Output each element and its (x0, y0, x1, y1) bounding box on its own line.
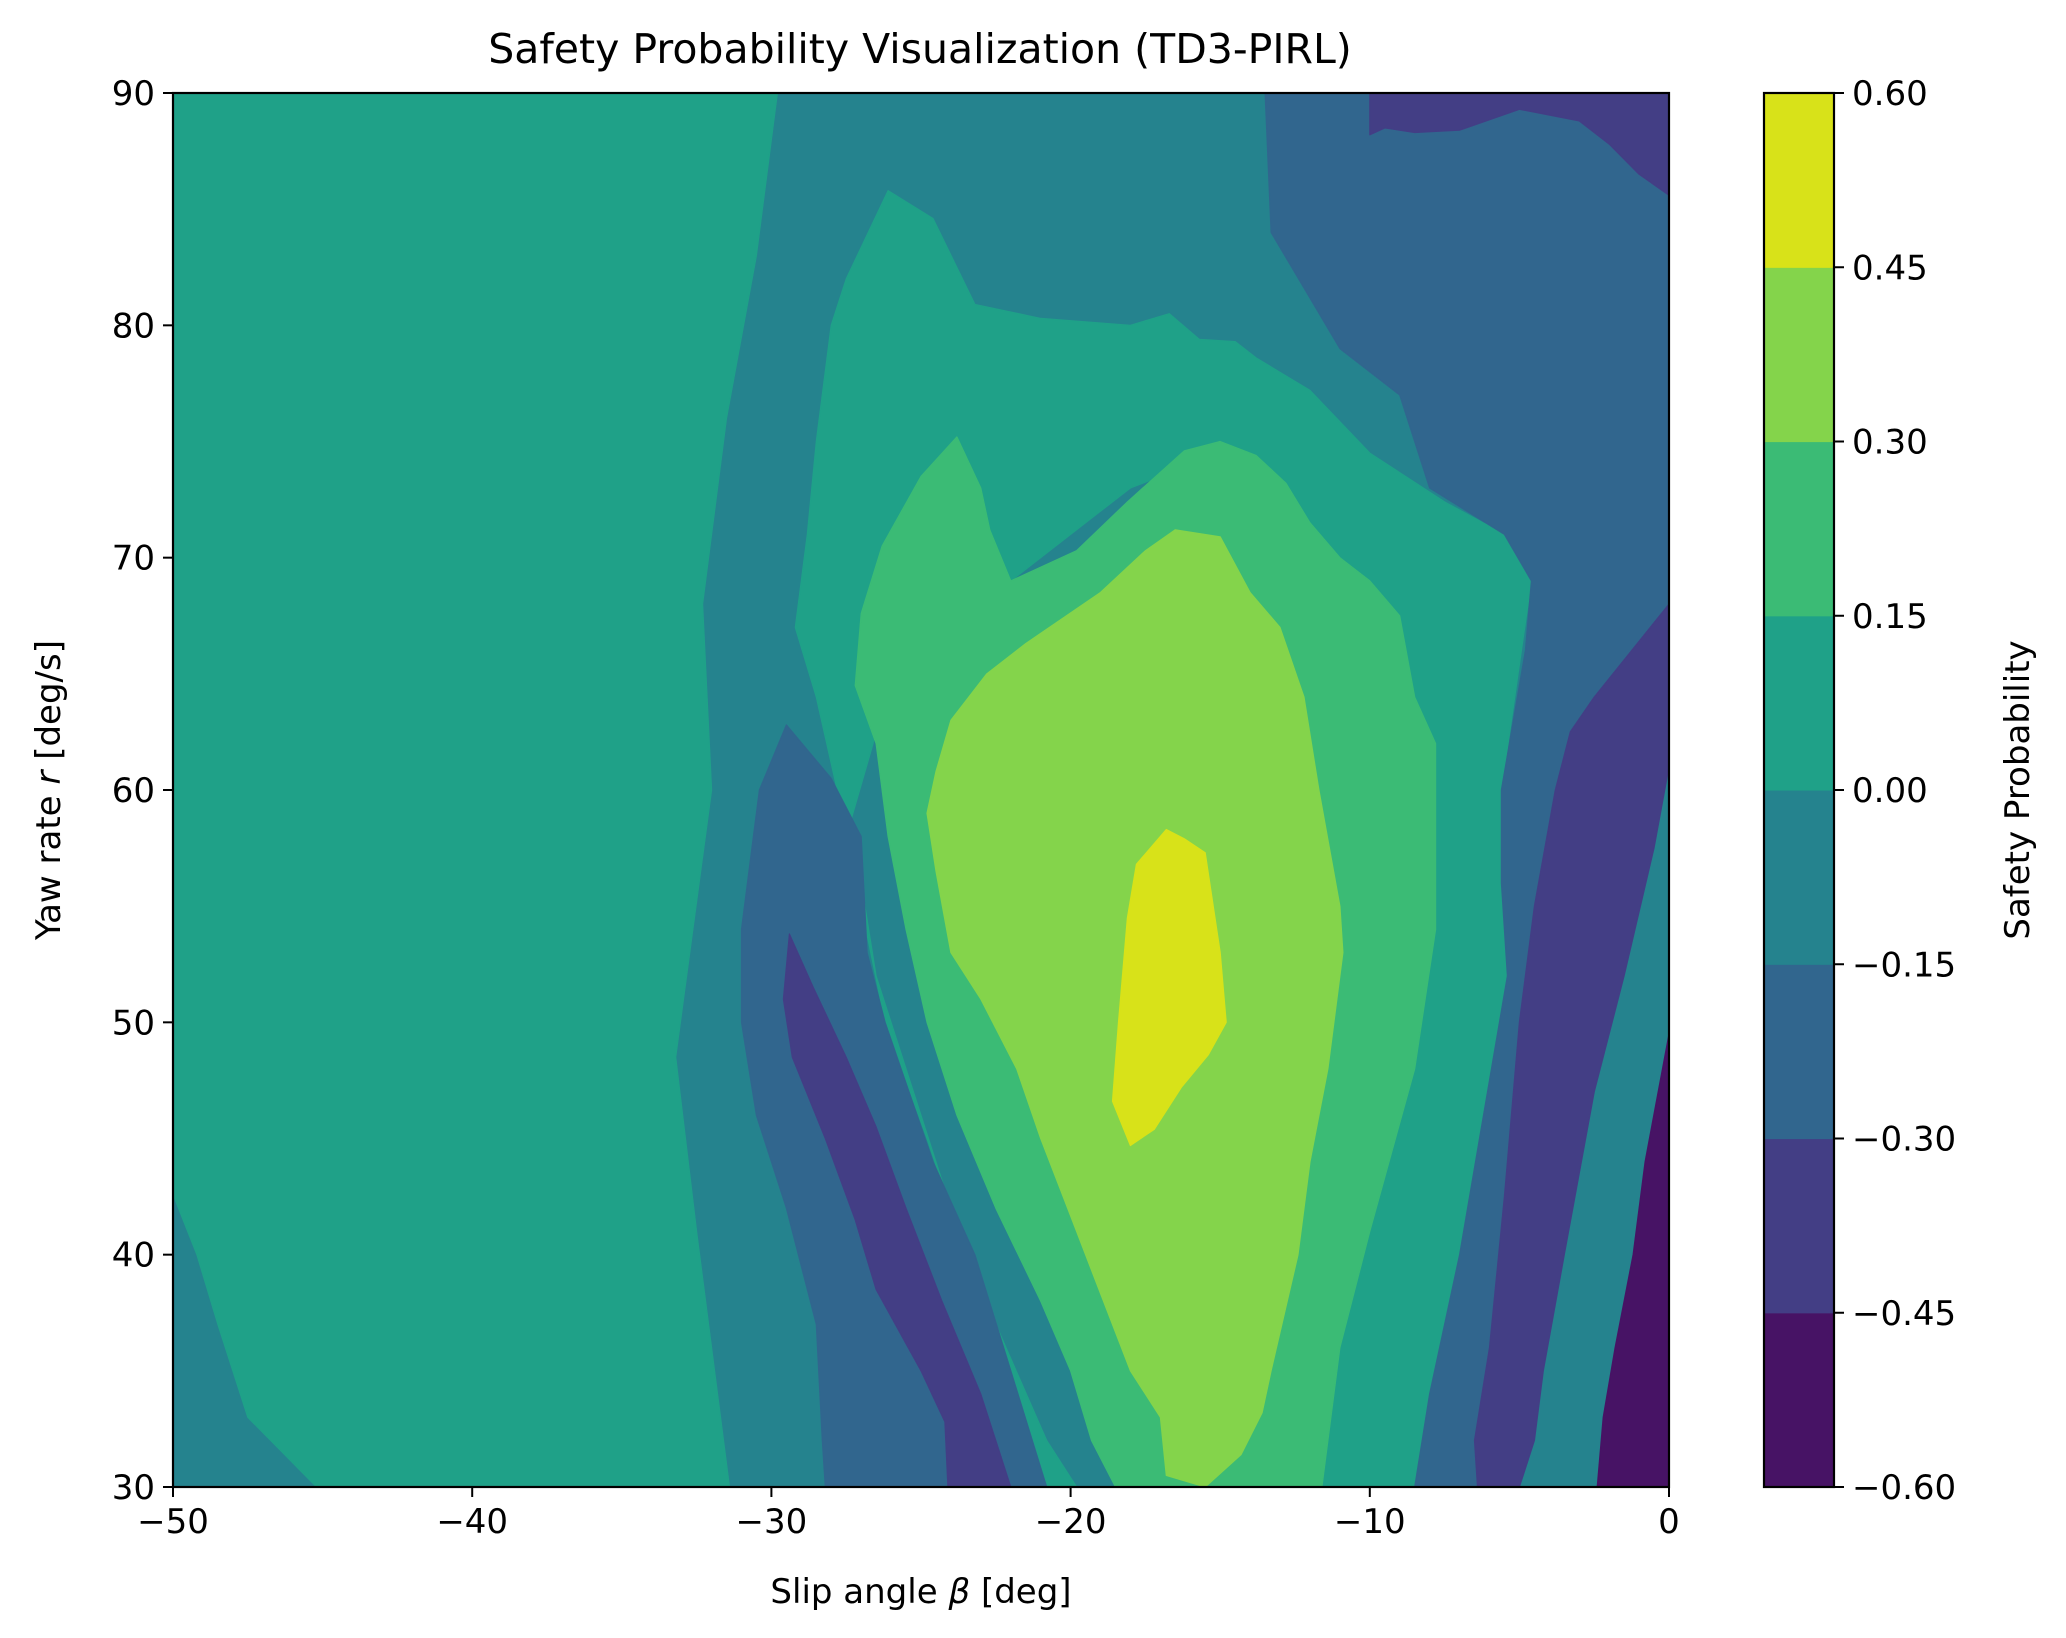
contour-band-neg-060-to-neg-045 (1596, 1033, 1669, 1487)
y-tick-label: 60 (112, 771, 155, 811)
colorbar-tick-label: −0.30 (1852, 1120, 1956, 1160)
contour-band-neg-030-to-neg-015-mid (740, 724, 1048, 1487)
x-axis-label: Slip angle β [deg] (770, 1572, 1071, 1612)
colorbar-band (1764, 93, 1834, 268)
colorbar-band (1764, 790, 1834, 965)
colorbar-band (1764, 1138, 1834, 1314)
colorbar: −0.60 −0.45 −0.30 −0.15 0.00 0.15 0.30 0.45 0.60… (1762, 74, 2038, 1508)
colorbar-tick-label: −0.60 (1852, 1468, 1956, 1508)
y-tick-label: 50 (112, 1003, 155, 1043)
x-tick-label: −40 (436, 1502, 508, 1542)
plot-area (171, 91, 1671, 1489)
contour-band-045-to-060 (1111, 828, 1227, 1147)
chart-title: Safety Probability Visualization (TD3-PI… (488, 25, 1352, 73)
colorbar-band (1764, 441, 1834, 617)
colorbar-tick-label: 0.60 (1852, 74, 1928, 114)
contour-bands (173, 93, 1669, 1487)
contour-band-0-to-015-left (173, 93, 779, 1487)
colorbar-tick-label: 0.30 (1852, 423, 1928, 463)
contour-band-neg-045-to-neg-030-right (1473, 603, 1669, 1487)
y-tick-label: 90 (112, 74, 155, 114)
x-tick-label: 0 (1658, 1502, 1680, 1542)
x-tick-label: −20 (1035, 1502, 1107, 1542)
colorbar-tick-label: 0.45 (1852, 248, 1928, 288)
colorbar-tick-label: −0.45 (1852, 1294, 1956, 1334)
colorbar-tick-label: −0.15 (1852, 945, 1956, 985)
contour-band-neg-045-to-neg-030-mid (782, 933, 1012, 1487)
colorbar-label: Safety Probability (1998, 640, 2038, 939)
colorbar-band (1764, 267, 1834, 443)
colorbar-band (1764, 964, 1834, 1140)
contour-band-neg-045-to-neg-030-topright (1369, 93, 1669, 196)
colorbar-band (1764, 615, 1834, 791)
colorbar-tick-label: 0.15 (1852, 597, 1928, 637)
colorbar-ticks: −0.60 −0.45 −0.30 −0.15 0.00 0.15 0.30 0.45 0.60 (1834, 74, 1956, 1508)
colorbar-tick-label: 0.00 (1852, 771, 1928, 811)
x-tick-label: −30 (736, 1502, 808, 1542)
y-axis-label: Yaw rate r [deg/s] (29, 640, 69, 941)
y-axis: 30 40 50 60 70 80 90 (112, 74, 173, 1508)
x-axis: −50 −40 −30 −20 −10 0 (137, 1487, 1680, 1542)
colorbar-bands (1764, 93, 1834, 1488)
y-tick-label: 40 (112, 1236, 155, 1276)
y-tick-label: 30 (112, 1468, 155, 1508)
x-tick-label: −10 (1334, 1502, 1406, 1542)
y-tick-label: 80 (112, 306, 155, 346)
x-tick-label: −50 (137, 1502, 209, 1542)
colorbar-band (1764, 1312, 1834, 1488)
y-tick-label: 70 (112, 539, 155, 579)
